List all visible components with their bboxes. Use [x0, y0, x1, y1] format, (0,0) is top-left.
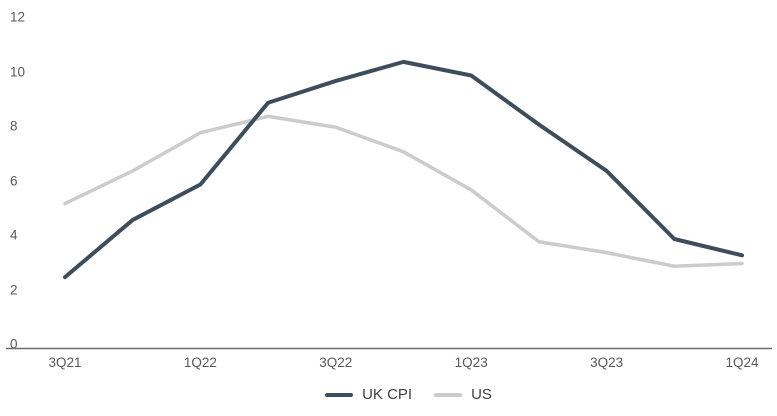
- uk-cpi-line: [63, 59, 744, 280]
- legend-item-uk-cpi: UK CPI: [325, 387, 412, 402]
- legend-label-uk-cpi: UK CPI: [362, 386, 413, 403]
- y-axis-tick-label-12: 12: [10, 9, 26, 25]
- y-axis-tick-label-6: 6: [10, 172, 18, 188]
- us-line-swatch: [434, 392, 463, 397]
- y-axis-tick-label-4: 4: [10, 227, 18, 243]
- legend-item-us: US: [434, 387, 492, 402]
- legend: UK CPI US: [40, 387, 777, 402]
- x-axis-tick-label-3q21: 3Q21: [48, 355, 82, 370]
- y-axis-tick-label-10: 10: [10, 63, 26, 79]
- x-axis-tick-label-3q22: 3Q22: [319, 355, 353, 370]
- x-axis-tick-label-1q23: 1Q23: [454, 355, 488, 370]
- y-axis-tick-label-0: 0: [10, 336, 18, 352]
- x-axis-tick-label-1q22: 1Q22: [183, 355, 217, 370]
- uk-cpi-line-swatch: [325, 392, 354, 397]
- y-axis-tick-label-8: 8: [10, 118, 18, 134]
- us-line: [63, 114, 744, 268]
- legend-label-us: US: [471, 386, 492, 403]
- x-axis-tick-label-3q23: 3Q23: [590, 355, 624, 370]
- x-axis-tick-label-1q24: 1Q24: [725, 355, 759, 370]
- y-axis-tick-label-2: 2: [10, 281, 18, 297]
